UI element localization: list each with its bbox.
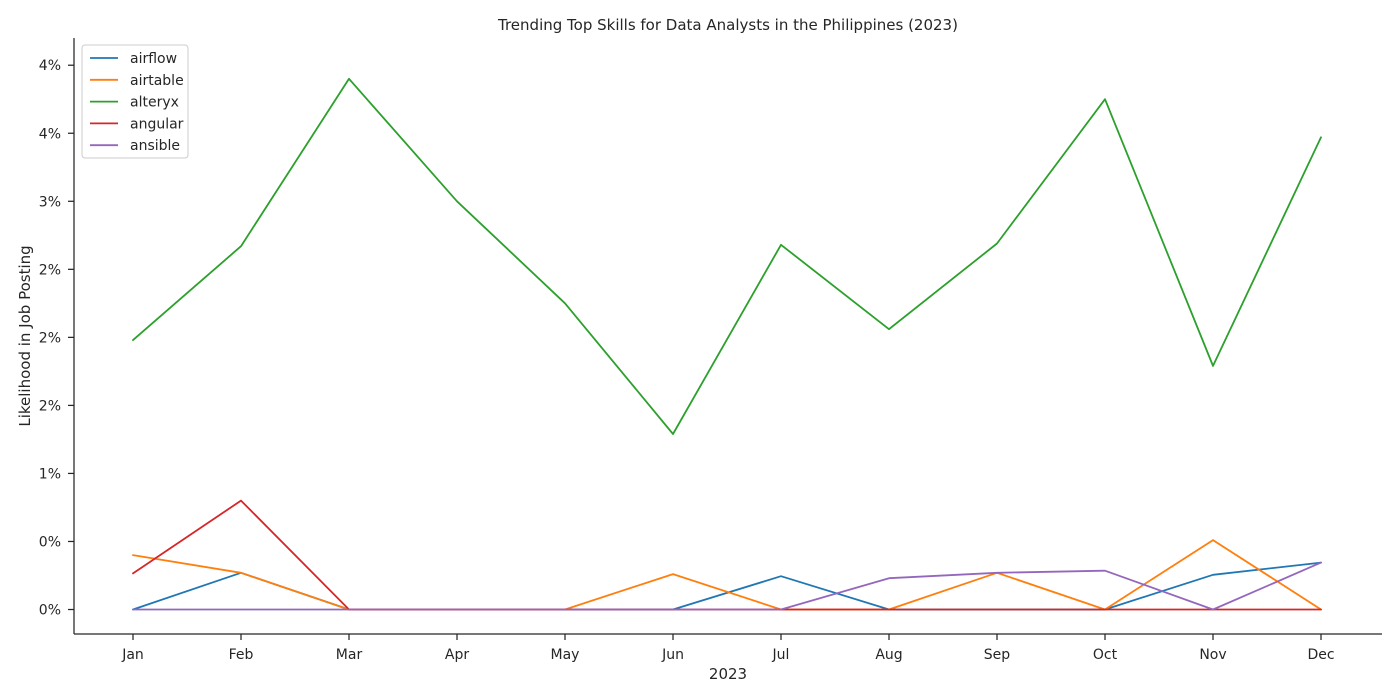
series-line-alteryx [132, 77, 1322, 435]
legend-label-angular: angular [130, 116, 184, 132]
x-tick-label: Apr [445, 647, 469, 663]
legend-label-alteryx: alteryx [130, 95, 179, 111]
y-tick-label: 4% [39, 58, 61, 74]
y-tick-label: 0% [39, 534, 61, 550]
series-line-ansible [132, 561, 1322, 611]
x-axis-ticks: Jan Feb Mar Apr May Jun Jul Aug Sep Oct Nov Dec [121, 634, 1335, 663]
x-tick-label: Nov [1199, 647, 1226, 663]
legend-box [81, 44, 189, 159]
y-tick-label: 1% [39, 466, 61, 482]
legend: airflow airtable alteryx angular ansible [81, 44, 189, 159]
y-tick-label: 0% [39, 603, 61, 619]
x-tick-label: Aug [875, 647, 902, 663]
series-line-airtable [132, 539, 1322, 611]
y-tick-label: 2% [39, 262, 61, 278]
x-tick-label: Feb [229, 647, 254, 663]
y-tick-label: 3% [39, 194, 61, 210]
y-axis-title: Likelihood in Job Posting [16, 245, 34, 426]
legend-label-airflow: airflow [130, 51, 177, 67]
y-tick-label: 2% [39, 398, 61, 414]
plot-area [132, 77, 1322, 611]
y-tick-label: 4% [39, 126, 61, 142]
x-tick-label: Mar [336, 647, 363, 663]
x-axis-title: 2023 [709, 665, 747, 683]
legend-label-airtable: airtable [130, 73, 184, 89]
y-tick-label: 2% [39, 330, 61, 346]
y-axis-ticks: 0% 0% 1% 2% 2% 2% 3% 4% 4% [39, 58, 74, 619]
x-tick-label: Jan [121, 647, 144, 663]
legend-label-ansible: ansible [130, 138, 180, 154]
x-tick-label: Dec [1307, 647, 1334, 663]
chart-title: Trending Top Skills for Data Analysts in… [497, 16, 958, 34]
x-tick-label: Sep [984, 647, 1011, 663]
x-tick-label: Jun [661, 647, 684, 663]
x-tick-label: Oct [1093, 647, 1118, 663]
x-tick-label: Jul [772, 647, 790, 663]
x-tick-label: May [551, 647, 580, 663]
